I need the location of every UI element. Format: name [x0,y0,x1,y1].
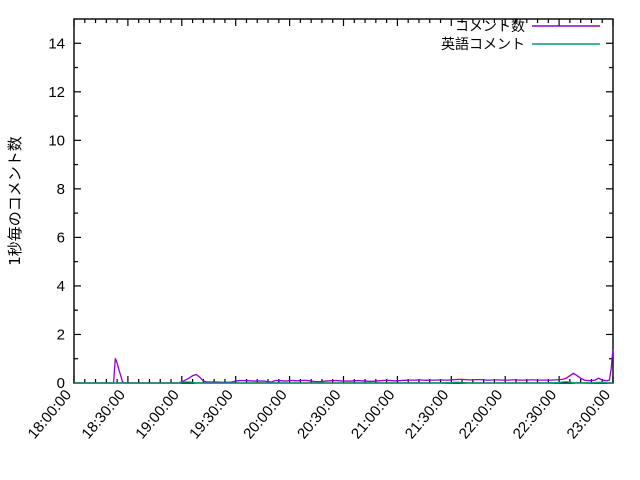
data-series-group [74,348,614,384]
y-axis-title: 1秒毎のコメント数 [6,136,24,266]
y-tick-label: 8 [57,181,65,198]
legend-label-1: 英語コメント [441,36,525,53]
y-tick-label: 4 [57,278,65,295]
y-tick-label: 6 [57,229,65,246]
y-tick-label: 2 [57,326,65,343]
y-tick-label: 10 [48,132,65,149]
y-tick-label: 0 [57,375,65,392]
y-tick-label: 14 [48,35,65,52]
y-tick-label: 12 [48,84,65,101]
series-line-1 [74,381,613,384]
legend-label-0: コメント数 [455,19,525,35]
y-axis-tick-labels: 0 2 4 6 8 10 12 14 [48,35,65,392]
